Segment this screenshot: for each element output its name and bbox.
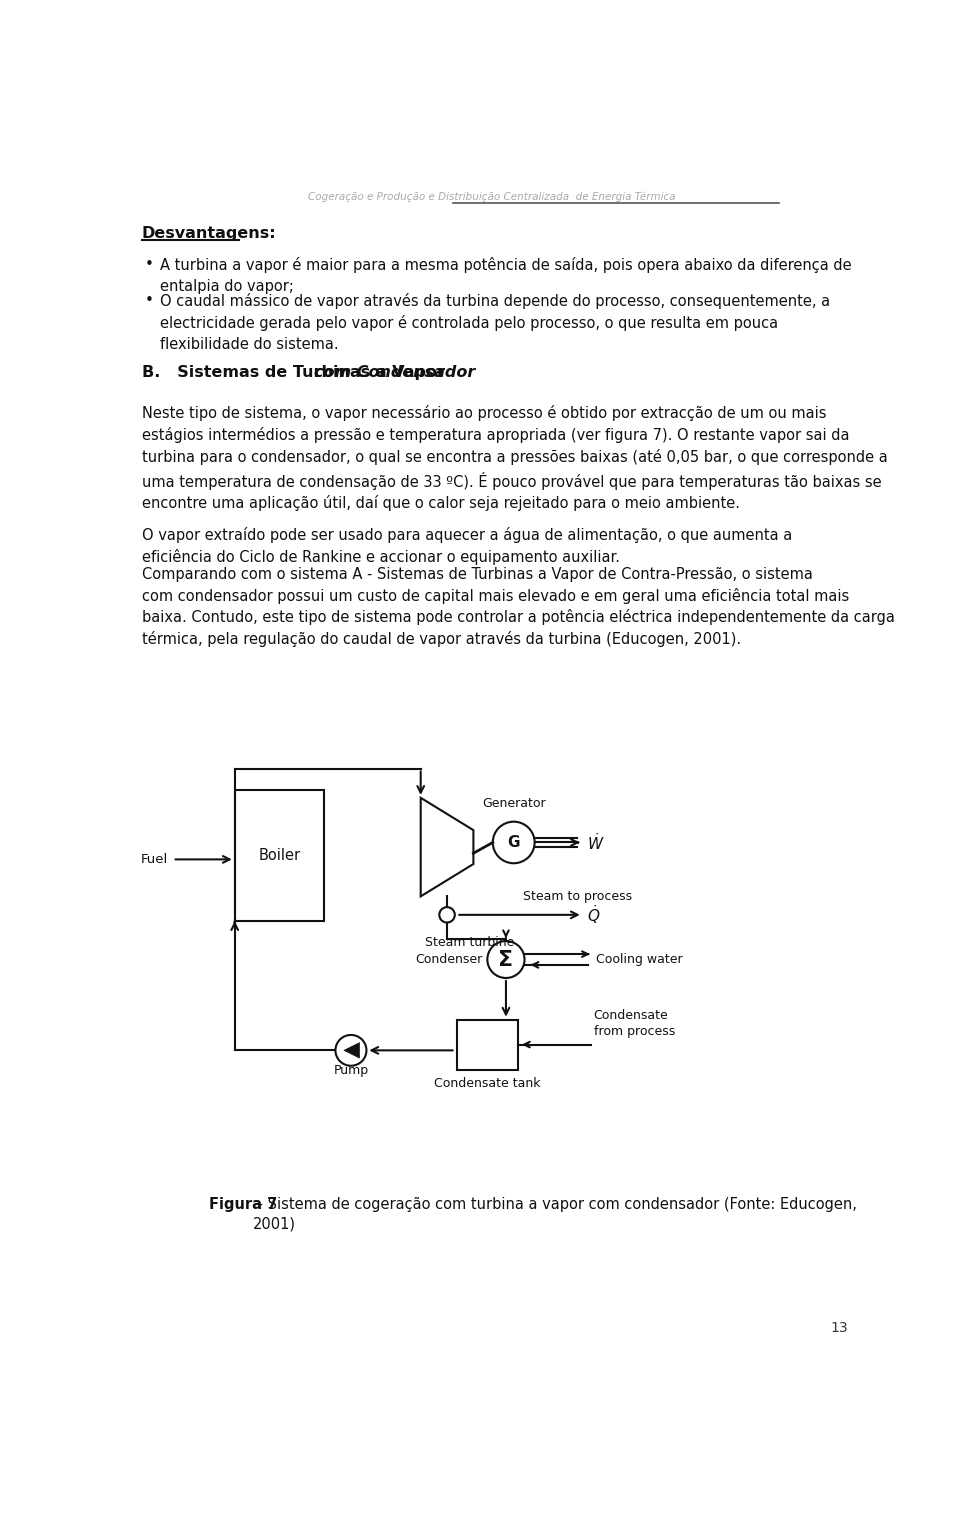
Text: O vapor extraído pode ser usado para aquecer a água de alimentação, o que aument: O vapor extraído pode ser usado para aqu… xyxy=(142,527,792,565)
Text: B.   Sistemas de Turbinas a Vapor: B. Sistemas de Turbinas a Vapor xyxy=(142,365,450,380)
Text: Condensate
from process: Condensate from process xyxy=(593,1009,675,1038)
Text: Condenser: Condenser xyxy=(416,953,483,967)
Text: Boiler: Boiler xyxy=(258,848,300,864)
Text: O caudal mássico de vapor através da turbina depende do processo, consequentemen: O caudal mássico de vapor através da tur… xyxy=(160,294,830,351)
Bar xyxy=(457,1020,517,1070)
Text: Steam turbine: Steam turbine xyxy=(424,936,514,950)
Text: 13: 13 xyxy=(830,1321,849,1335)
Text: Fuel: Fuel xyxy=(141,853,168,867)
Text: Cogeração e Produção e Distribuição Centralizada  de Energia Térmica: Cogeração e Produção e Distribuição Cent… xyxy=(308,191,676,201)
Text: Desvantagens:: Desvantagens: xyxy=(142,226,276,241)
Text: G: G xyxy=(508,835,520,850)
Text: •: • xyxy=(145,258,154,273)
Text: A turbina a vapor é maior para a mesma potência de saída, pois opera abaixo da d: A turbina a vapor é maior para a mesma p… xyxy=(160,258,852,294)
Text: Cooling water: Cooling water xyxy=(596,953,683,967)
Text: Condensate tank: Condensate tank xyxy=(434,1077,540,1091)
Text: $\dot{W}$: $\dot{W}$ xyxy=(588,832,605,853)
Text: $\dot{Q}$: $\dot{Q}$ xyxy=(588,903,601,926)
Text: Figura 7: Figura 7 xyxy=(209,1197,277,1212)
Text: Pump: Pump xyxy=(333,1064,369,1077)
Text: Steam to process: Steam to process xyxy=(523,889,632,903)
Text: Σ: Σ xyxy=(498,950,514,970)
Bar xyxy=(234,791,324,921)
Text: Generator: Generator xyxy=(482,797,545,811)
Text: Comparando com o sistema A - Sistemas de Turbinas a Vapor de Contra-Pressão, o s: Comparando com o sistema A - Sistemas de… xyxy=(142,567,895,647)
Text: - Sistema de cogeração com turbina a vapor com condensador (Fonte: Educogen,
200: - Sistema de cogeração com turbina a vap… xyxy=(252,1197,856,1232)
Polygon shape xyxy=(344,1042,359,1057)
Text: •: • xyxy=(145,294,154,309)
Text: com Condensador: com Condensador xyxy=(314,365,475,380)
Text: Neste tipo de sistema, o vapor necessário ao processo é obtido por extracção de : Neste tipo de sistema, o vapor necessári… xyxy=(142,405,887,512)
